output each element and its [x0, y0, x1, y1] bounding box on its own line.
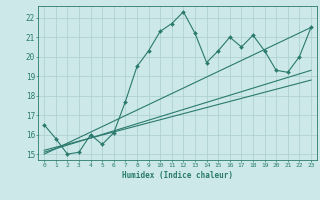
- X-axis label: Humidex (Indice chaleur): Humidex (Indice chaleur): [122, 171, 233, 180]
